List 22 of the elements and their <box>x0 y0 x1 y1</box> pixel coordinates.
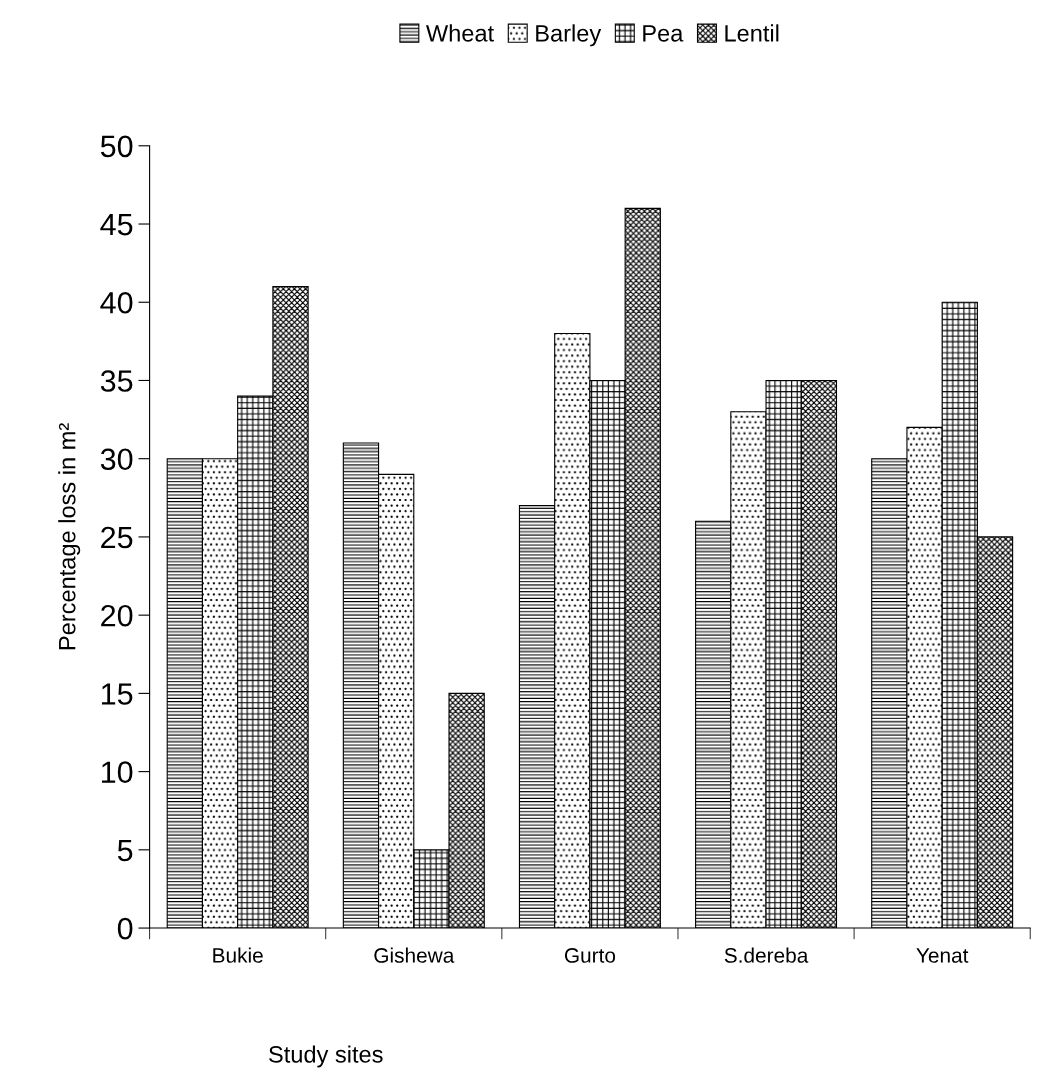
x-tick-label: Gishewa <box>374 947 455 963</box>
x-tick-label: S.dereba <box>724 947 809 963</box>
legend-label: Wheat <box>425 24 494 42</box>
x-tick-label: Bukie <box>213 947 263 963</box>
y-tick-label: 10 <box>101 761 133 783</box>
y-tick-label: 40 <box>100 291 133 314</box>
legend-label: Pea <box>643 25 684 42</box>
y-tick-label: 5 <box>117 839 133 862</box>
y-axis-title: Percentage loss in m² <box>58 423 81 650</box>
x-tick-label: Gurto <box>564 948 616 963</box>
y-tick-label: 0 <box>117 917 133 940</box>
legend-label: Lentil <box>725 24 779 42</box>
y-tick-label: 20 <box>101 604 133 627</box>
legend-label: Barley <box>536 24 602 47</box>
y-tick-label: 50 <box>100 135 133 158</box>
y-tick-label: 45 <box>100 214 133 236</box>
y-tick-label: 15 <box>101 683 133 705</box>
x-tick-label: Yenat <box>916 948 969 963</box>
y-tick-label: 25 <box>101 526 133 549</box>
y-tick-label: 35 <box>100 370 133 392</box>
x-axis-title: Study sites <box>269 1045 383 1068</box>
y-tick-label: 30 <box>100 448 133 471</box>
